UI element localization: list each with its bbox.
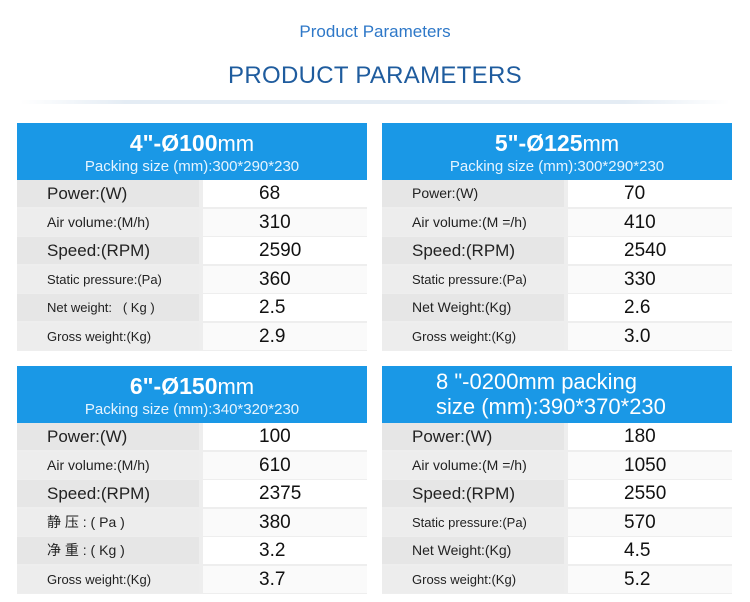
packing-size: Packing size (mm):300*290*230 bbox=[449, 158, 665, 175]
spec-value: 1050 bbox=[568, 451, 732, 479]
spec-label: Speed:(RPM) bbox=[17, 237, 199, 264]
spec-label: Gross weight:(Kg) bbox=[17, 322, 199, 350]
spec-label: Air volume:(M =/h) bbox=[382, 451, 564, 479]
spec-value: 570 bbox=[568, 508, 732, 536]
panel-header-box bbox=[382, 366, 690, 423]
spec-row-power: Power:(W) 68 bbox=[17, 180, 367, 209]
spec-row-power: Power:(W) 70 bbox=[382, 180, 732, 209]
spec-label: Net Weight:(Kg) bbox=[382, 294, 564, 321]
spec-value: 2.9 bbox=[203, 322, 367, 350]
panel-header: 4"-Ø100mm Packing size (mm):300*290*230 bbox=[17, 123, 367, 180]
spec-label: Net weight: ( Kg ) bbox=[17, 294, 199, 321]
model-size: 4"-Ø100mm bbox=[129, 130, 255, 156]
spec-panel-8in: 8 "-0200mm packing size (mm):390*370*230… bbox=[382, 366, 732, 594]
spec-row-gross-weight: Gross weight:(Kg) 5.2 bbox=[382, 565, 732, 595]
spec-row-net-weight: 净 重 : ( Kg ) 3.2 bbox=[17, 537, 367, 566]
page-subtitle: Product Parameters bbox=[299, 22, 451, 41]
spec-row-gross-weight: Gross weight:(Kg) 2.9 bbox=[17, 322, 367, 352]
spec-panel-6in: 6"-Ø150mm Packing size (mm):340*320*230 … bbox=[17, 366, 367, 594]
spec-row-air-volume: Air volume:(M =/h) 410 bbox=[382, 208, 732, 238]
spec-row-speed: Speed:(RPM) 2375 bbox=[17, 480, 367, 509]
spec-label: Power:(W) bbox=[17, 180, 199, 207]
packing-size: Packing size (mm):300*290*230 bbox=[84, 158, 300, 175]
spec-value: 68 bbox=[203, 180, 367, 207]
spec-row-static-pressure: Static pressure:(Pa) 330 bbox=[382, 265, 732, 295]
model-size: 5"-Ø125mm bbox=[494, 130, 620, 156]
model-size: 6"-Ø150mm bbox=[129, 373, 255, 399]
spec-label: Gross weight:(Kg) bbox=[17, 565, 199, 593]
panel-header: 8 "-0200mm packing size (mm):390*370*230 bbox=[382, 366, 732, 423]
spec-row-net-weight: Net weight: ( Kg ) 2.5 bbox=[17, 294, 367, 323]
spec-panel-4in: 4"-Ø100mm Packing size (mm):300*290*230 … bbox=[17, 123, 367, 351]
page-title: PRODUCT PARAMETERS bbox=[228, 62, 522, 89]
panel-header-side bbox=[690, 366, 732, 423]
spec-row-air-volume: Air volume:(M/h) 610 bbox=[17, 451, 367, 481]
spec-value: 3.7 bbox=[203, 565, 367, 593]
spec-value: 380 bbox=[203, 508, 367, 536]
spec-row-speed: Speed:(RPM) 2550 bbox=[382, 480, 732, 509]
spec-value: 310 bbox=[203, 208, 367, 236]
spec-value: 330 bbox=[568, 265, 732, 293]
title-divider bbox=[20, 100, 730, 104]
spec-value: 70 bbox=[568, 180, 732, 207]
packing-size: Packing size (mm):340*320*230 bbox=[84, 401, 300, 418]
spec-label: Air volume:(M/h) bbox=[17, 451, 199, 479]
spec-label: 静 压 : ( Pa ) bbox=[17, 508, 199, 536]
spec-label: Power:(W) bbox=[382, 423, 564, 450]
spec-label: Air volume:(M =/h) bbox=[382, 208, 564, 236]
spec-value: 100 bbox=[203, 423, 367, 450]
spec-value: 2540 bbox=[568, 237, 732, 264]
spec-row-air-volume: Air volume:(M/h) 310 bbox=[17, 208, 367, 238]
spec-value: 410 bbox=[568, 208, 732, 236]
spec-value: 3.0 bbox=[568, 322, 732, 350]
spec-label: Static pressure:(Pa) bbox=[17, 265, 199, 293]
spec-row-speed: Speed:(RPM) 2540 bbox=[382, 237, 732, 266]
spec-value: 3.2 bbox=[203, 537, 367, 564]
header-line-1: 8 "-0200mm packing bbox=[436, 369, 638, 394]
spec-label: Power:(W) bbox=[382, 180, 564, 207]
spec-row-static-pressure: Static pressure:(Pa) 360 bbox=[17, 265, 367, 295]
spec-label: Gross weight:(Kg) bbox=[382, 322, 564, 350]
spec-row-gross-weight: Gross weight:(Kg) 3.0 bbox=[382, 322, 732, 352]
spec-label: Gross weight:(Kg) bbox=[382, 565, 564, 593]
spec-label: Speed:(RPM) bbox=[17, 480, 199, 507]
spec-row-air-volume: Air volume:(M =/h) 1050 bbox=[382, 451, 732, 481]
spec-panel-5in: 5"-Ø125mm Packing size (mm):300*290*230 … bbox=[382, 123, 732, 351]
spec-label: Power:(W) bbox=[17, 423, 199, 450]
spec-value: 2.6 bbox=[568, 294, 732, 321]
spec-label: Static pressure:(Pa) bbox=[382, 508, 564, 536]
spec-label: Speed:(RPM) bbox=[382, 237, 564, 264]
spec-row-power: Power:(W) 180 bbox=[382, 423, 732, 452]
spec-row-power: Power:(W) 100 bbox=[17, 423, 367, 452]
panel-header: 6"-Ø150mm Packing size (mm):340*320*230 bbox=[17, 366, 367, 423]
spec-value: 360 bbox=[203, 265, 367, 293]
spec-label: Air volume:(M/h) bbox=[17, 208, 199, 236]
spec-value: 2375 bbox=[203, 480, 367, 507]
spec-value: 2.5 bbox=[203, 294, 367, 321]
spec-value: 610 bbox=[203, 451, 367, 479]
spec-value: 2550 bbox=[568, 480, 732, 507]
spec-row-static-pressure: 静 压 : ( Pa ) 380 bbox=[17, 508, 367, 538]
spec-value: 180 bbox=[568, 423, 732, 450]
spec-row-speed: Speed:(RPM) 2590 bbox=[17, 237, 367, 266]
spec-row-net-weight: Net Weight:(Kg) 2.6 bbox=[382, 294, 732, 323]
spec-label: Speed:(RPM) bbox=[382, 480, 564, 507]
spec-value: 2590 bbox=[203, 237, 367, 264]
spec-label: 净 重 : ( Kg ) bbox=[17, 537, 199, 564]
header-line-2: size (mm):390*370*230 bbox=[436, 394, 666, 419]
spec-label: Net Weight:(Kg) bbox=[382, 537, 564, 564]
spec-row-static-pressure: Static pressure:(Pa) 570 bbox=[382, 508, 732, 538]
spec-row-gross-weight: Gross weight:(Kg) 3.7 bbox=[17, 565, 367, 595]
spec-label: Static pressure:(Pa) bbox=[382, 265, 564, 293]
panel-header: 5"-Ø125mm Packing size (mm):300*290*230 bbox=[382, 123, 732, 180]
model-size-packing: 8 "-0200mm packing size (mm):390*370*230 bbox=[436, 369, 736, 419]
spec-value: 5.2 bbox=[568, 565, 732, 593]
spec-value: 4.5 bbox=[568, 537, 732, 564]
spec-row-net-weight: Net Weight:(Kg) 4.5 bbox=[382, 537, 732, 566]
